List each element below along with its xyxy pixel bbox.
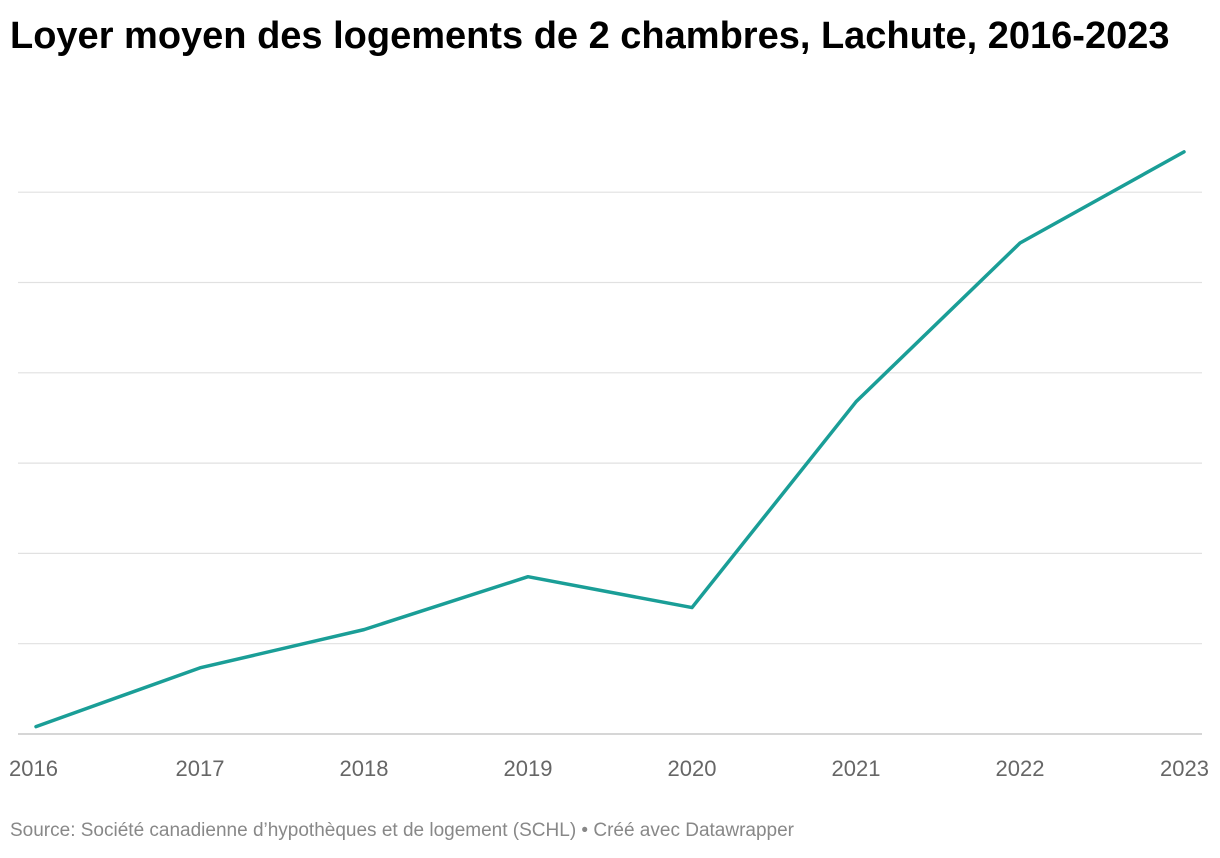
- x-tick-label: 2020: [668, 756, 717, 781]
- x-tick-label: 2021: [832, 756, 881, 781]
- x-tick-label: 2018: [340, 756, 389, 781]
- x-axis-ticks: 2016 2017 2018 2019 2020 2021 2022 2023: [9, 756, 1209, 781]
- chart-title: Loyer moyen des logements de 2 chambres,…: [10, 15, 1170, 57]
- gridlines: [18, 191, 1202, 735]
- x-tick-label: 2023: [1160, 756, 1209, 781]
- source-note: Source: Société canadienne d’hypothèques…: [10, 820, 795, 841]
- x-tick-label: 2016: [9, 756, 58, 781]
- series-line: [34, 150, 1186, 729]
- x-tick-label: 2019: [504, 756, 553, 781]
- x-tick-label: 2022: [996, 756, 1045, 781]
- series-lines: [34, 150, 1186, 729]
- x-tick-label: 2017: [176, 756, 225, 781]
